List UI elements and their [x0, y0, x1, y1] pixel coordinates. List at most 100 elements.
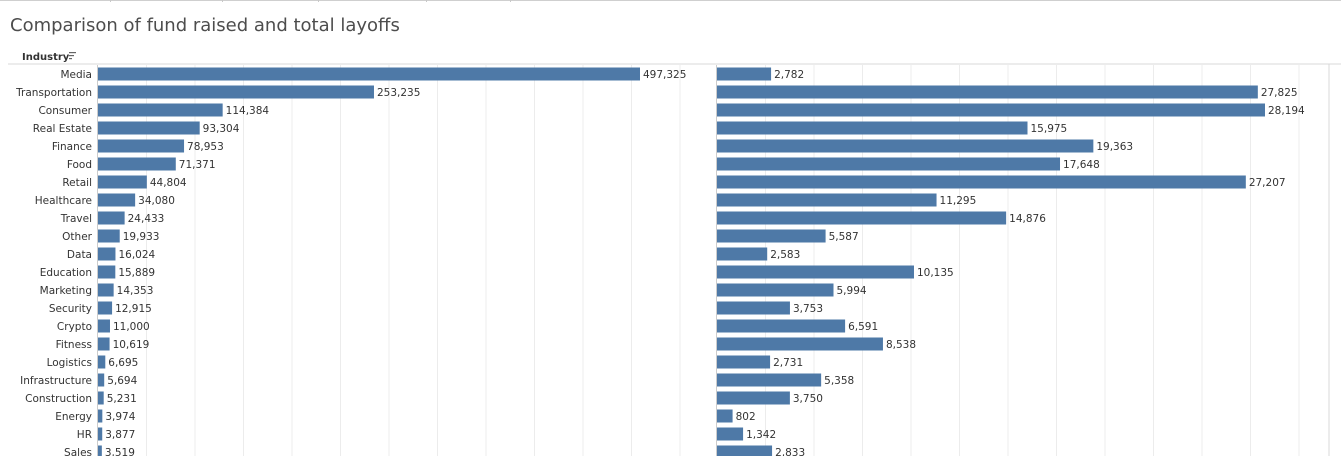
- data-label: 15,975: [1031, 123, 1068, 135]
- data-label: 11,295: [940, 195, 977, 207]
- data-label: 2,833: [775, 447, 805, 456]
- data-label: 3,877: [105, 429, 135, 441]
- data-label: 2,731: [773, 357, 803, 369]
- category-label: Infrastructure: [20, 375, 92, 387]
- bar[interactable]: [98, 283, 114, 297]
- data-label: 2,782: [774, 69, 804, 81]
- category-label: HR: [77, 429, 92, 441]
- data-label: 34,080: [138, 195, 175, 207]
- data-label: 10,135: [917, 267, 954, 279]
- bar[interactable]: [717, 355, 771, 369]
- category-label: Fitness: [56, 339, 92, 351]
- bar[interactable]: [98, 391, 104, 405]
- bar[interactable]: [98, 445, 102, 456]
- bar[interactable]: [717, 139, 1094, 153]
- data-label: 802: [736, 411, 756, 423]
- data-label: 6,591: [848, 321, 878, 333]
- bar[interactable]: [98, 229, 120, 243]
- bar[interactable]: [98, 103, 223, 117]
- bar[interactable]: [717, 301, 790, 315]
- data-label: 17,648: [1063, 159, 1100, 171]
- bar[interactable]: [717, 157, 1061, 171]
- bar[interactable]: [98, 85, 374, 99]
- bar[interactable]: [98, 67, 640, 81]
- data-label: 3,753: [793, 303, 823, 315]
- tab-divider: [318, 0, 319, 2]
- sort-descending-icon[interactable]: [69, 52, 76, 60]
- bar[interactable]: [98, 175, 147, 189]
- data-label: 27,207: [1249, 177, 1286, 189]
- data-label: 27,825: [1261, 87, 1298, 99]
- bar[interactable]: [98, 337, 110, 351]
- bar[interactable]: [98, 211, 125, 225]
- data-label: 2,583: [770, 249, 800, 261]
- data-label: 5,694: [107, 375, 137, 387]
- data-label: 14,353: [117, 285, 154, 297]
- data-label: 44,804: [150, 177, 187, 189]
- category-label: Transportation: [15, 87, 92, 99]
- category-label: Travel: [60, 213, 92, 225]
- bar[interactable]: [98, 319, 110, 333]
- data-label: 16,024: [118, 249, 155, 261]
- bar[interactable]: [98, 139, 185, 153]
- bar[interactable]: [717, 211, 1007, 225]
- category-label: Food: [67, 159, 92, 171]
- category-label: Real Estate: [33, 123, 92, 135]
- data-label: 14,876: [1009, 213, 1046, 225]
- data-label: 5,358: [824, 375, 854, 387]
- data-label: 5,231: [107, 393, 137, 405]
- bar[interactable]: [717, 373, 822, 387]
- bar[interactable]: [717, 121, 1028, 135]
- data-label: 3,974: [105, 411, 135, 423]
- bar[interactable]: [717, 337, 883, 351]
- category-label: Retail: [62, 177, 92, 189]
- bar[interactable]: [717, 319, 846, 333]
- bar[interactable]: [717, 427, 744, 441]
- bar[interactable]: [717, 409, 733, 423]
- bar[interactable]: [98, 247, 116, 261]
- bar[interactable]: [717, 103, 1265, 117]
- category-label: Data: [67, 249, 92, 261]
- tab-divider: [426, 0, 427, 2]
- category-label: Energy: [55, 411, 92, 423]
- category-label: Construction: [25, 393, 92, 405]
- bar[interactable]: [717, 391, 790, 405]
- category-label: Marketing: [40, 285, 92, 297]
- bar[interactable]: [717, 175, 1246, 189]
- bar[interactable]: [717, 193, 937, 207]
- bar[interactable]: [717, 283, 834, 297]
- bar[interactable]: [98, 355, 106, 369]
- bar[interactable]: [98, 373, 105, 387]
- bar[interactable]: [717, 247, 768, 261]
- bar[interactable]: [98, 157, 176, 171]
- bar[interactable]: [98, 193, 136, 207]
- tab-strip-line: [0, 0, 1341, 1]
- category-label: Other: [62, 231, 92, 243]
- tab-divider: [110, 0, 111, 2]
- bar[interactable]: [98, 121, 200, 135]
- data-label: 11,000: [113, 321, 150, 333]
- bar[interactable]: [717, 67, 772, 81]
- data-label: 3,519: [105, 447, 135, 456]
- data-label: 1,342: [746, 429, 776, 441]
- bar[interactable]: [717, 445, 773, 456]
- bar[interactable]: [98, 265, 116, 279]
- category-label: Crypto: [57, 321, 92, 333]
- data-label: 10,619: [113, 339, 150, 351]
- data-label: 5,994: [837, 285, 867, 297]
- category-label: Sales: [64, 447, 92, 456]
- bar[interactable]: [717, 265, 914, 279]
- category-label: Security: [49, 303, 92, 315]
- bar[interactable]: [717, 229, 826, 243]
- data-label: 71,371: [179, 159, 216, 171]
- data-label: 8,538: [886, 339, 916, 351]
- category-label: Consumer: [38, 105, 92, 117]
- bar[interactable]: [98, 301, 113, 315]
- data-label: 19,363: [1096, 141, 1133, 153]
- bar[interactable]: [98, 427, 103, 441]
- bar[interactable]: [717, 85, 1258, 99]
- data-label: 253,235: [377, 87, 420, 99]
- bar[interactable]: [98, 409, 103, 423]
- category-label: Healthcare: [35, 195, 92, 207]
